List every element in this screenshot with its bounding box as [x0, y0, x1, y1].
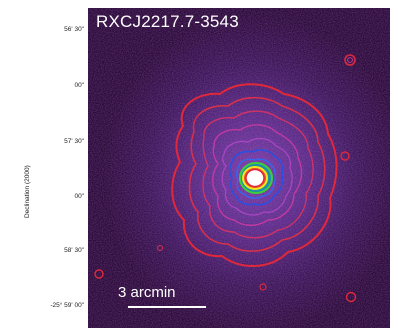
point-source: [347, 57, 353, 63]
object-title: RXCJ2217.7-3543: [96, 12, 239, 31]
y-tick-label: 57' 30": [64, 138, 84, 145]
point-source: [345, 291, 357, 303]
xray-image-panel: [88, 8, 390, 328]
y-axis-title: Declination (2000): [24, 165, 31, 218]
xray-contour-image: [88, 8, 390, 328]
scale-bar: [128, 306, 206, 308]
y-tick-label: 00": [74, 82, 84, 89]
point-source: [340, 151, 350, 161]
contour-outer-1: [171, 83, 338, 268]
y-tick-label: 00": [74, 193, 84, 200]
sky-noise: [88, 8, 390, 328]
contour-mid-2: [221, 137, 293, 216]
point-source: [94, 269, 104, 279]
contour-inner-2: [235, 158, 277, 199]
scale-bar-label: 3 arcmin: [118, 284, 176, 301]
y-tick-label: -25° 59' 00": [50, 302, 84, 309]
contour-inner-1: [228, 149, 284, 206]
point-source: [259, 283, 267, 291]
point-source: [157, 245, 163, 251]
point-source: [344, 54, 356, 66]
contour-mid-1: [212, 124, 303, 226]
y-tick-label: 58' 30": [64, 247, 84, 254]
contour-outer-3: [202, 110, 314, 239]
y-tick-label: 56' 30": [64, 26, 84, 33]
contour-core-red: [245, 168, 265, 188]
contour-outer-2: [188, 96, 326, 252]
